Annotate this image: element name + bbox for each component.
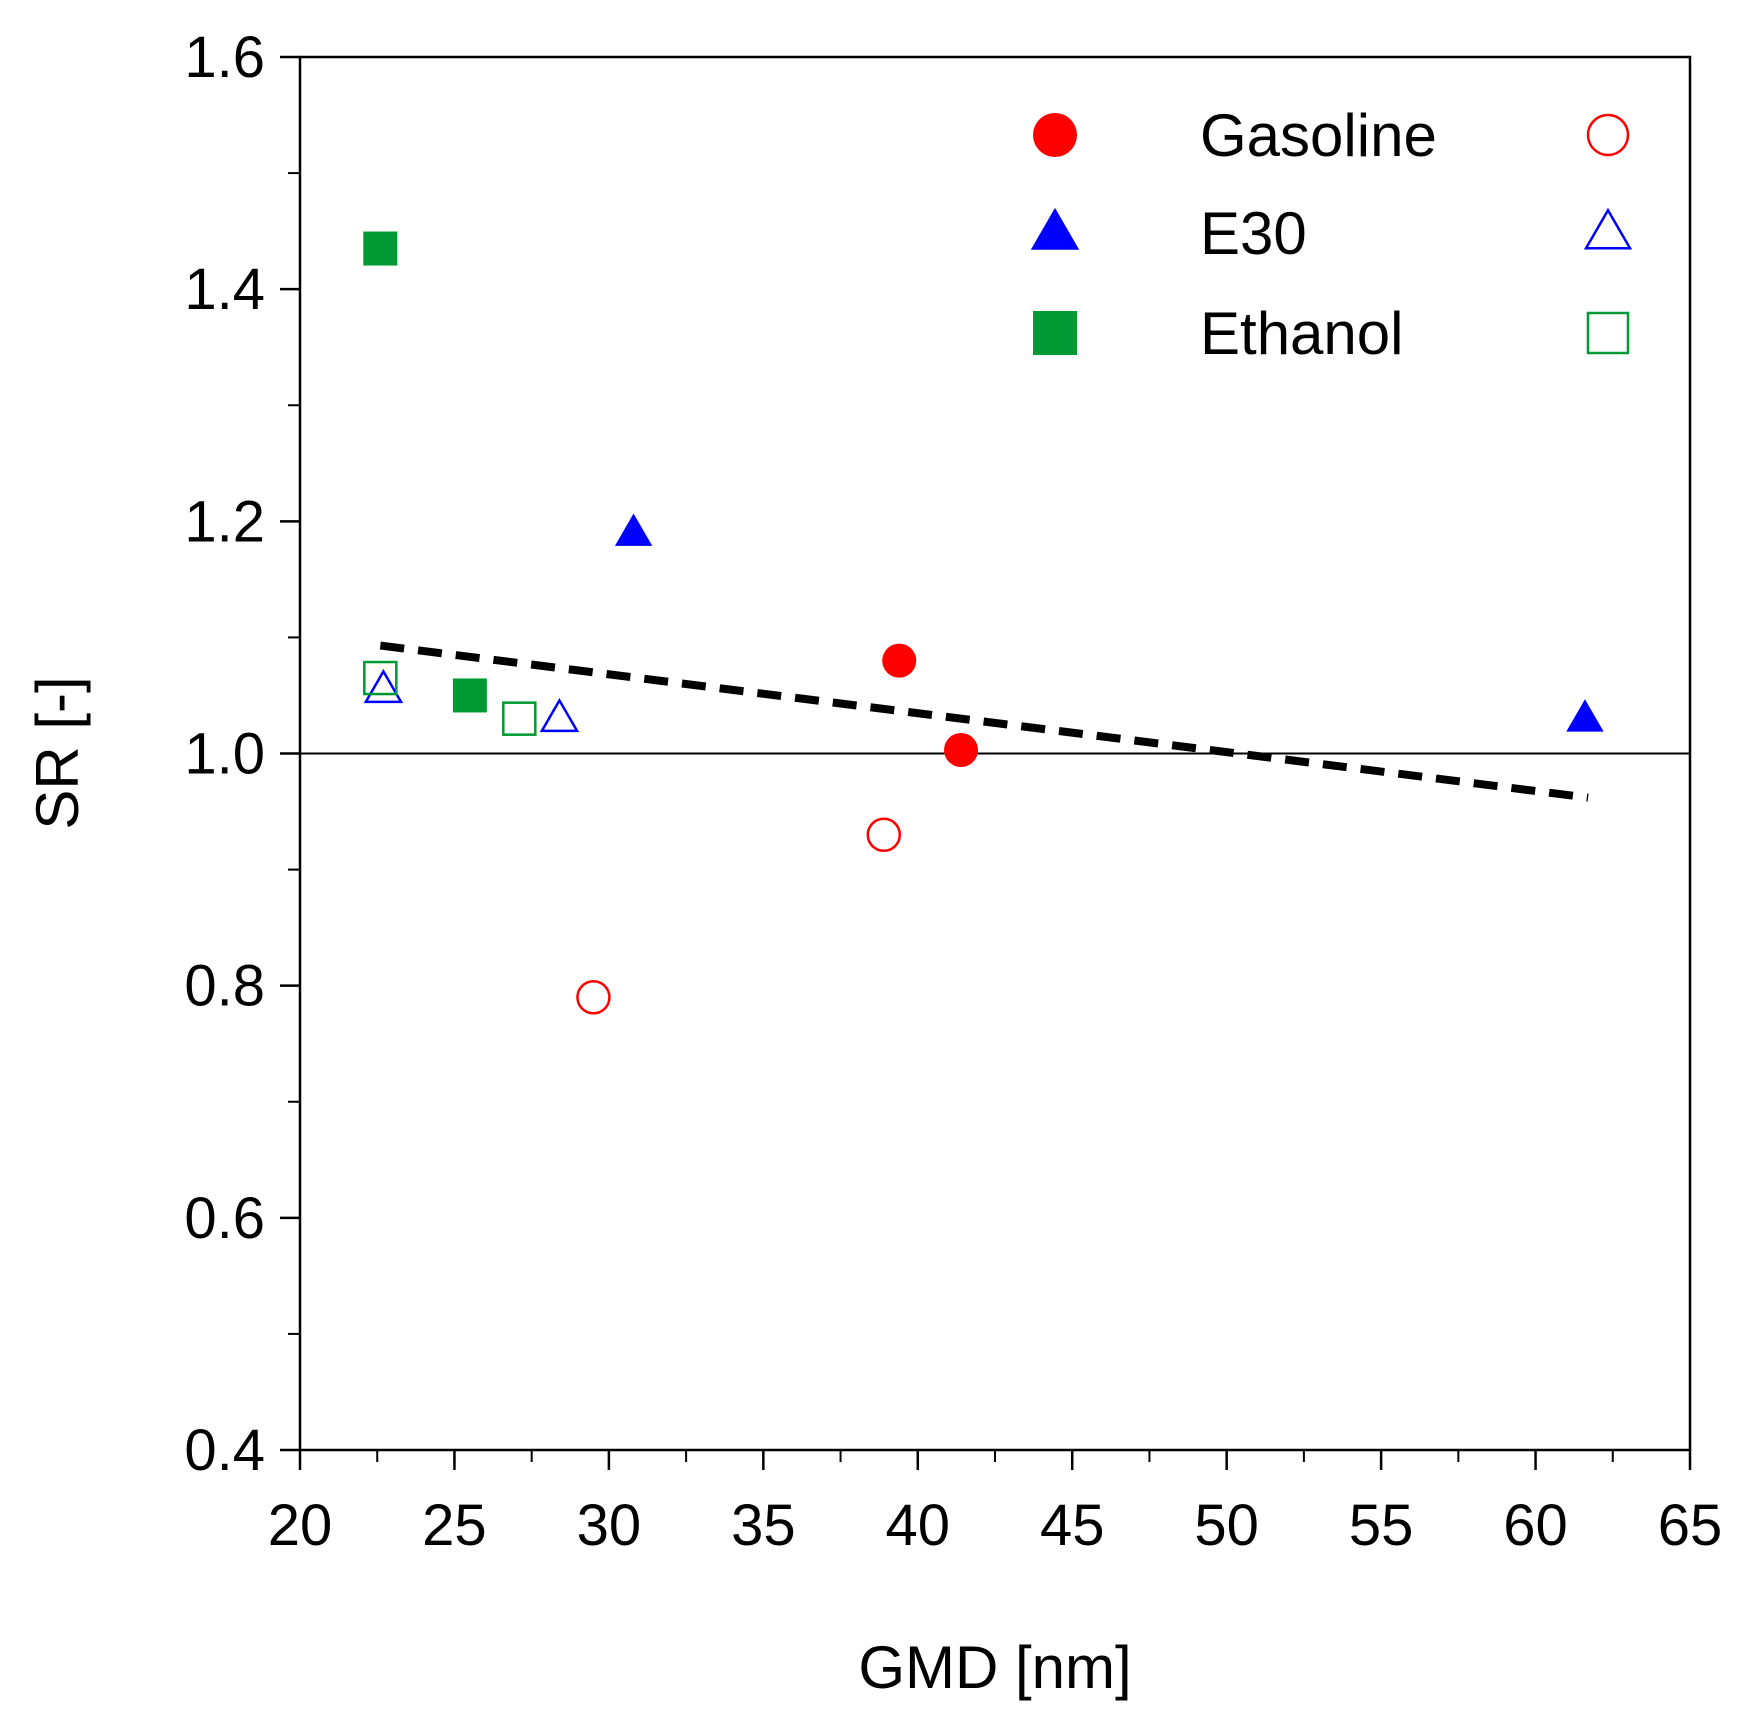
legend: Gasoline E30 Ethanol: [1030, 102, 1633, 367]
point-ethanol-open-0: [363, 660, 398, 696]
point-ethanol-filled-1: [452, 678, 487, 713]
x-tick-label-50: 50: [1194, 1493, 1259, 1558]
legend-gasoline-label: Gasoline: [1200, 102, 1437, 169]
legend-ethanol-open-marker: [1586, 311, 1630, 355]
x-tick-label-25: 25: [422, 1493, 487, 1558]
x-tick-label-30: 30: [577, 1493, 642, 1558]
x-tick-label-60: 60: [1503, 1493, 1568, 1558]
y-tick-label-0.4: 0.4: [184, 1418, 265, 1483]
point-e30-filled-1: [1566, 699, 1604, 732]
point-e30-open-1: [539, 697, 580, 733]
point-ethanol-open-1: [502, 701, 537, 736]
point-ethanol-filled-0: [363, 231, 398, 266]
legend-gasoline-filled-marker: [1033, 113, 1077, 157]
legend-gasoline-open-marker: [1586, 113, 1630, 157]
y-axis-title: SR [-]: [24, 676, 91, 829]
y-tick-label-0.8: 0.8: [184, 954, 265, 1019]
x-tick-label-45: 45: [1040, 1493, 1105, 1558]
x-tick-label-40: 40: [886, 1493, 951, 1558]
x-tick-label-65: 65: [1658, 1493, 1723, 1558]
legend-e30-open-marker: [1583, 207, 1633, 250]
point-e30-open-0: [363, 668, 404, 704]
point-gasoline-open-0: [576, 980, 611, 1015]
legend-ethanol-filled-marker: [1033, 311, 1077, 355]
x-axis-title: GMD [nm]: [858, 1634, 1131, 1701]
point-gasoline-filled-0: [882, 643, 917, 678]
y-tick-label-0.6: 0.6: [184, 1186, 265, 1251]
x-tick-label-20: 20: [268, 1493, 333, 1558]
x-tick-label-55: 55: [1349, 1493, 1414, 1558]
point-gasoline-open-1: [866, 817, 902, 853]
trend-line: [379, 641, 1589, 802]
y-tick-label-1.4: 1.4: [184, 257, 265, 322]
point-e30-filled-0: [614, 513, 653, 546]
y-tick-label-1: 1.0: [184, 722, 265, 787]
legend-ethanol-label: Ethanol: [1200, 300, 1404, 367]
legend-e30-label: E30: [1200, 200, 1307, 267]
x-tick-label-35: 35: [731, 1493, 796, 1558]
point-gasoline-filled-1: [944, 733, 979, 768]
legend-e30-filled-marker: [1030, 207, 1080, 250]
y-tick-label-1.6: 1.6: [184, 25, 265, 90]
y-tick-label-1.2: 1.2: [184, 489, 265, 554]
